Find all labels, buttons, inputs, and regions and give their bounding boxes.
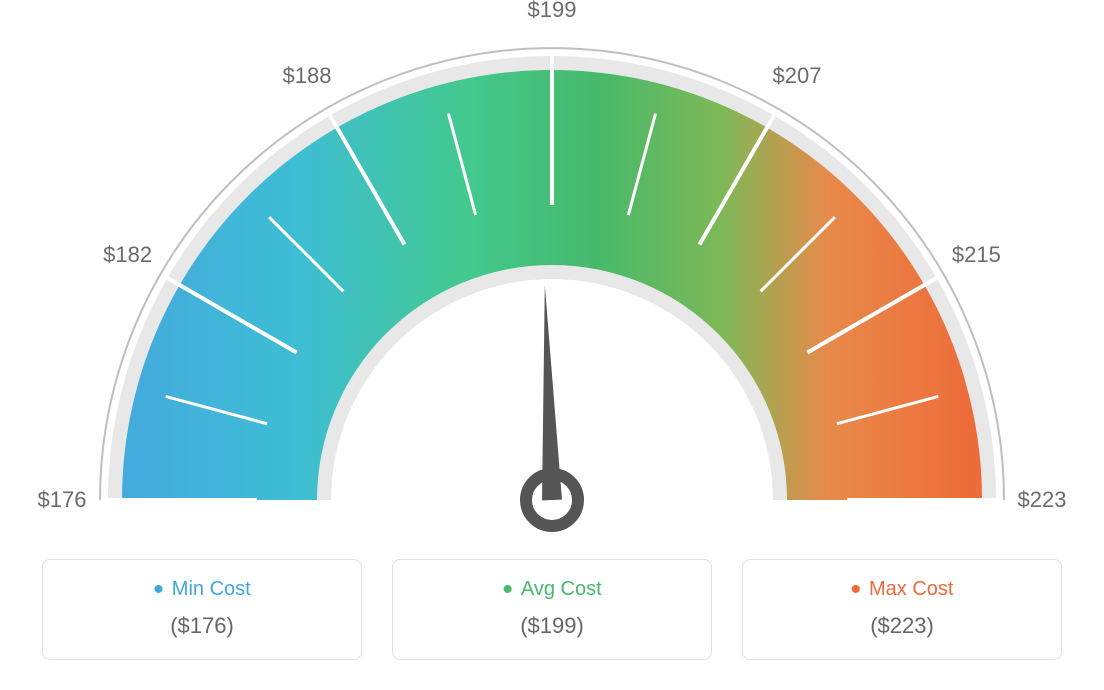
legend-label-max-text: Max Cost [869, 578, 953, 601]
gauge-tick-label: $215 [952, 242, 1001, 268]
legend-card-avg: Avg Cost ($199) [392, 559, 712, 660]
legend-value-min: ($176) [63, 613, 341, 639]
gauge-tick-label: $176 [38, 487, 87, 513]
gauge-svg [0, 0, 1104, 560]
legend-label-avg: Avg Cost [502, 578, 601, 601]
legend-card-min: Min Cost ($176) [42, 559, 362, 660]
legend-label-min-text: Min Cost [172, 578, 251, 601]
legend-value-max: ($223) [763, 613, 1041, 639]
legend-card-max: Max Cost ($223) [742, 559, 1062, 660]
gauge-container: $176 $182 $188 $199 $207 $215 $223 [0, 0, 1104, 560]
gauge-tick-label: $188 [283, 63, 332, 89]
legend-label-max: Max Cost [851, 578, 954, 601]
gauge-tick-label: $182 [103, 242, 152, 268]
gauge-tick-label: $223 [1018, 487, 1067, 513]
gauge-tick-label: $207 [773, 63, 822, 89]
legend-label-avg-text: Avg Cost [521, 578, 602, 601]
legend-label-min: Min Cost [153, 578, 250, 601]
legend-row: Min Cost ($176) Avg Cost ($199) Max Cost… [0, 559, 1104, 660]
legend-value-avg: ($199) [413, 613, 691, 639]
gauge-tick-label: $199 [528, 0, 577, 23]
